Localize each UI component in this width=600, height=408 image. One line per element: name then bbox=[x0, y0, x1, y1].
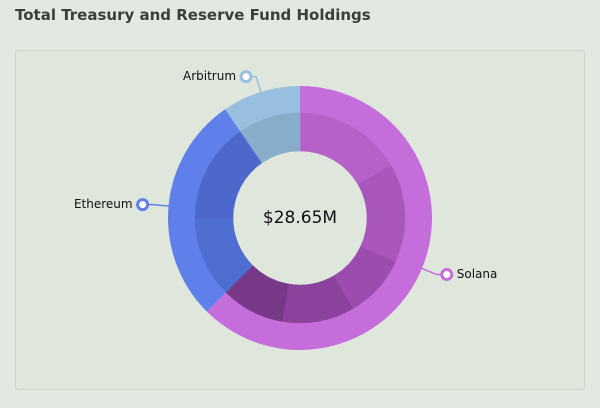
legend-label: Ethereum bbox=[74, 197, 133, 211]
inner-segment bbox=[240, 112, 301, 164]
legend-label: Arbitrum bbox=[183, 69, 236, 83]
legend-marker bbox=[136, 198, 150, 212]
title: Total Treasury and Reserve Fund Holdings bbox=[15, 6, 371, 24]
outer-segment bbox=[167, 109, 241, 312]
legend-marker bbox=[239, 70, 253, 84]
outer-segment bbox=[225, 86, 300, 132]
legend-label: Solana bbox=[457, 267, 498, 281]
center-label: $28.65M bbox=[263, 208, 337, 228]
legend-marker bbox=[440, 268, 454, 282]
outer-segment bbox=[206, 86, 433, 351]
